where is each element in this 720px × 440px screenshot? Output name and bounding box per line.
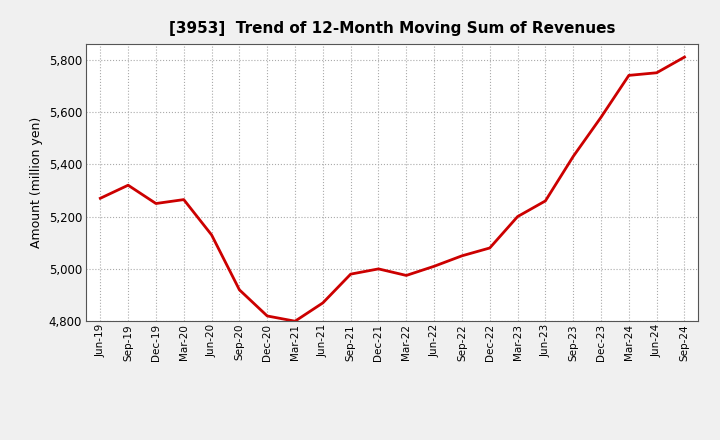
Y-axis label: Amount (million yen): Amount (million yen) (30, 117, 43, 248)
Title: [3953]  Trend of 12-Month Moving Sum of Revenues: [3953] Trend of 12-Month Moving Sum of R… (169, 21, 616, 36)
